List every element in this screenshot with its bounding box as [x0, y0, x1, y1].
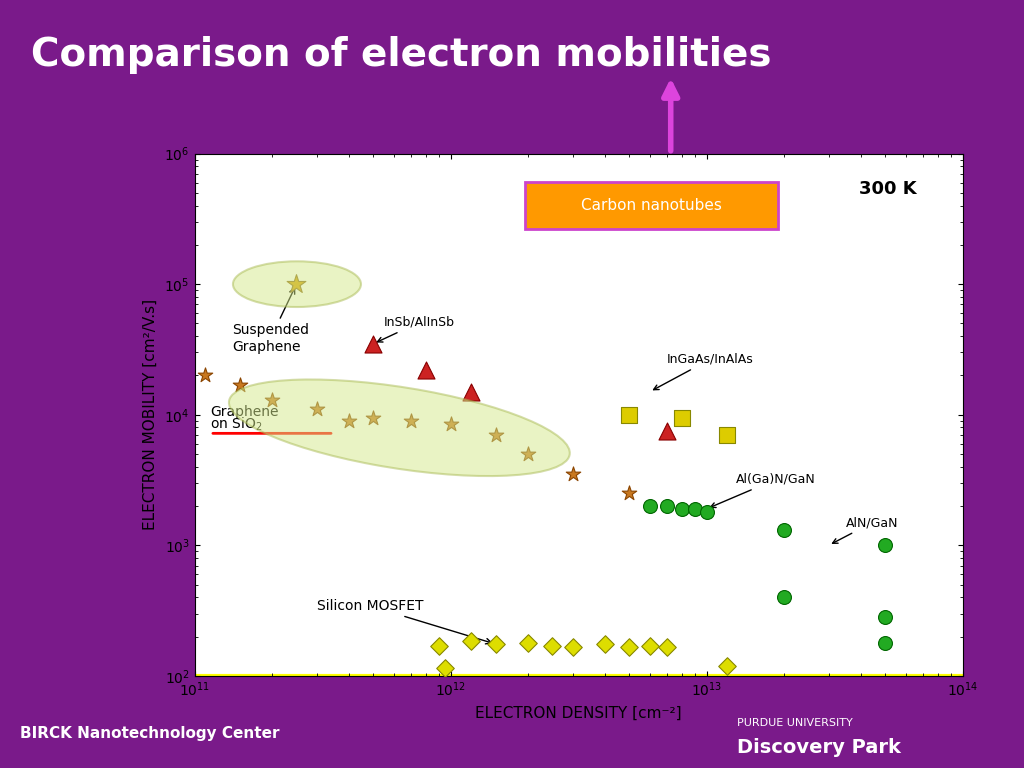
Point — [687, 503, 703, 515]
Point — [775, 525, 792, 537]
Ellipse shape — [233, 261, 361, 307]
Point — [698, 506, 715, 518]
Text: InGaAs/InAlAs: InGaAs/InAlAs — [653, 353, 754, 389]
Point — [402, 415, 419, 427]
Point — [487, 429, 504, 441]
Point — [658, 425, 675, 437]
Text: AlN/GaN: AlN/GaN — [833, 516, 898, 543]
Point — [878, 637, 894, 649]
Point — [658, 500, 675, 512]
FancyArrowPatch shape — [664, 84, 678, 151]
Point — [463, 386, 479, 398]
Point — [622, 409, 638, 421]
Y-axis label: ELECTRON MOBILITY [cm²/V.s]: ELECTRON MOBILITY [cm²/V.s] — [142, 300, 158, 530]
Point — [642, 500, 658, 512]
Text: PURDUE UNIVERSITY: PURDUE UNIVERSITY — [737, 718, 853, 728]
Point — [263, 394, 280, 406]
Point — [431, 640, 447, 652]
Point — [622, 641, 638, 654]
Point — [878, 539, 894, 551]
Point — [658, 641, 675, 654]
Point — [674, 503, 690, 515]
Text: Graphene: Graphene — [210, 406, 279, 419]
Point — [341, 415, 357, 427]
Point — [308, 403, 325, 415]
Point — [564, 468, 581, 481]
Point — [564, 641, 581, 654]
Text: BIRCK Nanotechnology Center: BIRCK Nanotechnology Center — [20, 726, 280, 741]
Point — [719, 429, 735, 441]
Ellipse shape — [229, 379, 569, 476]
Text: Discovery Park: Discovery Park — [737, 738, 901, 756]
Text: 300 K: 300 K — [859, 180, 916, 197]
Text: on SiO$_2$: on SiO$_2$ — [210, 416, 263, 433]
Text: Suspended
Graphene: Suspended Graphene — [232, 288, 309, 353]
Text: Silicon MOSFET: Silicon MOSFET — [316, 599, 492, 644]
Point — [622, 487, 638, 499]
FancyBboxPatch shape — [524, 182, 778, 230]
Point — [366, 412, 382, 424]
Text: Comparison of electron mobilities: Comparison of electron mobilities — [31, 36, 771, 74]
Point — [436, 662, 453, 674]
Point — [231, 379, 248, 391]
Text: Carbon nanotubes: Carbon nanotubes — [581, 198, 722, 214]
X-axis label: ELECTRON DENSITY [cm⁻²]: ELECTRON DENSITY [cm⁻²] — [475, 707, 682, 721]
Text: InSb/AlInSb: InSb/AlInSb — [378, 316, 455, 342]
Point — [463, 635, 479, 647]
Point — [597, 638, 613, 650]
Point — [418, 364, 434, 376]
Point — [674, 412, 690, 424]
Point — [642, 640, 658, 652]
Point — [519, 637, 536, 649]
Point — [442, 418, 459, 430]
Point — [197, 369, 213, 382]
Point — [519, 448, 536, 460]
Point — [719, 660, 735, 672]
Text: Al(Ga)N/GaN: Al(Ga)N/GaN — [711, 473, 815, 508]
Point — [288, 278, 304, 290]
Point — [366, 338, 382, 350]
Point — [775, 591, 792, 604]
Point — [878, 611, 894, 624]
Point — [544, 640, 560, 652]
Point — [487, 638, 504, 650]
